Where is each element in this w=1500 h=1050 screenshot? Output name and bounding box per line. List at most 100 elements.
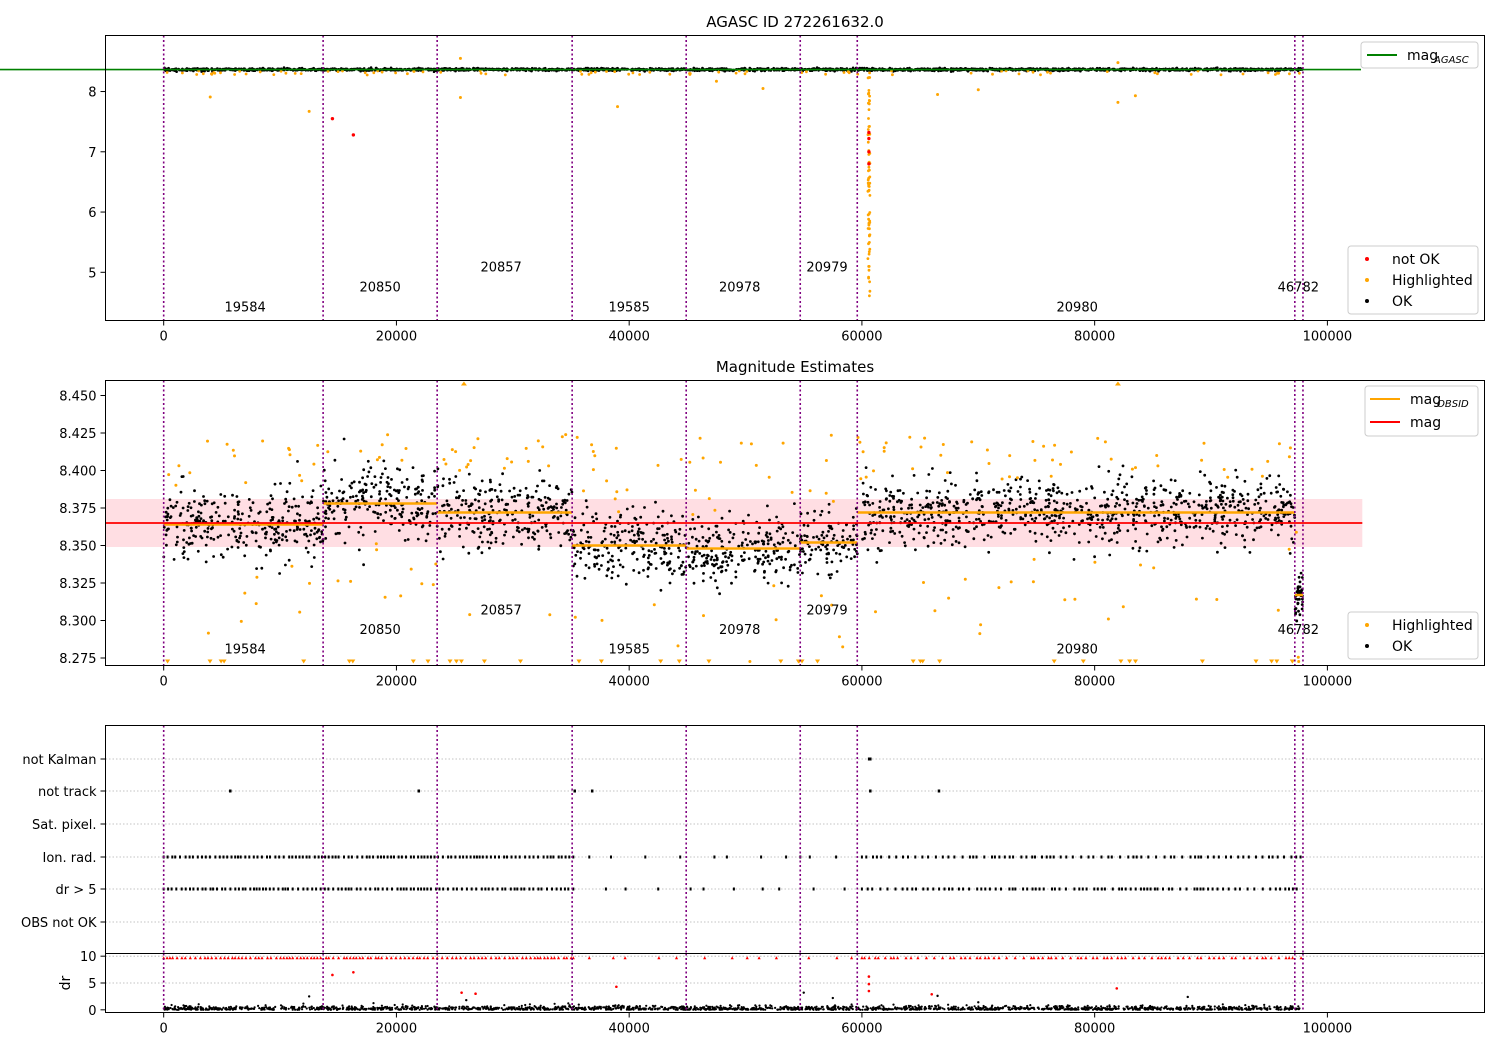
ok-point [203, 529, 207, 533]
ok-point [663, 538, 666, 542]
ok-point [1216, 550, 1219, 554]
highlighted-point [316, 443, 320, 447]
ok-point [1231, 496, 1235, 500]
ok-point [544, 524, 548, 528]
ok-point [912, 537, 916, 541]
ok-point [616, 519, 619, 523]
ok-point [396, 467, 399, 471]
ok-point [254, 531, 258, 535]
highlighted-point [774, 618, 778, 622]
ok-point [700, 564, 704, 568]
ok-point [1004, 494, 1007, 498]
ok-point [952, 535, 955, 538]
ok-point [332, 517, 336, 521]
ok-point [296, 460, 299, 463]
ok-point [489, 541, 493, 545]
ok-point [539, 498, 543, 502]
ok-point [790, 563, 793, 567]
ok-point [340, 478, 343, 481]
ok-point [433, 486, 436, 490]
ok-point [464, 499, 468, 502]
ok-point [433, 488, 437, 492]
ok-point [1028, 530, 1032, 533]
highlighted-point [656, 463, 660, 467]
ok-point [1188, 525, 1192, 529]
highlighted-point [748, 660, 752, 663]
ok-point [1053, 530, 1057, 534]
ok-point [702, 572, 705, 575]
ok-point [956, 527, 960, 530]
highlighted-point [336, 70, 340, 73]
ok-point [688, 565, 692, 569]
ok-point [469, 504, 473, 507]
ok-point [1173, 529, 1177, 533]
ok-point [324, 525, 327, 529]
ok-point [503, 533, 506, 537]
ok-point [973, 488, 977, 492]
highlighted-point [287, 448, 291, 452]
ok-point [827, 502, 831, 506]
ok-point [1006, 483, 1010, 486]
ok-point [784, 532, 787, 535]
ok-point [868, 503, 871, 507]
highlighted-point [867, 99, 871, 102]
ok-point [914, 548, 917, 552]
ok-point [980, 494, 984, 497]
ok-point [788, 541, 792, 545]
ok-point [772, 543, 776, 547]
ok-point [813, 509, 816, 513]
ok-point [937, 491, 941, 495]
highlighted-point [668, 72, 672, 76]
ok-point [772, 550, 776, 553]
highlighted-point [846, 70, 850, 73]
ok-point [373, 475, 377, 478]
ok-point [277, 531, 280, 535]
ok-point [284, 563, 287, 567]
ok-point [536, 529, 540, 533]
highlighted-point [734, 71, 738, 75]
ok-point [1204, 527, 1208, 530]
ok-point [669, 552, 673, 555]
clipped-low-marker [458, 659, 464, 664]
ok-point [1266, 518, 1270, 521]
ok-point [743, 551, 746, 554]
ok-point [245, 535, 249, 538]
ok-point [1203, 473, 1207, 477]
ok-point [164, 533, 168, 537]
highlighted-point [479, 71, 483, 75]
ok-point [1016, 490, 1020, 493]
ok-point [281, 516, 285, 519]
panel-1-plot-area [0, 35, 1361, 321]
ok-point [756, 557, 760, 561]
ok-point [287, 558, 291, 562]
ok-point [1235, 475, 1239, 479]
ok-point [689, 527, 692, 531]
ok-point [477, 545, 481, 549]
ok-point [613, 540, 617, 544]
ok-point [848, 534, 852, 538]
ok-point [973, 527, 976, 531]
not-ok-point [867, 162, 871, 166]
ok-point [1116, 483, 1120, 486]
ok-point [610, 554, 614, 558]
ok-point [1008, 489, 1012, 493]
ok-point [787, 549, 791, 553]
highlighted-point [767, 475, 771, 479]
highlighted-point [201, 72, 205, 76]
highlighted-point [614, 446, 618, 450]
ok-point [226, 515, 230, 519]
clipped-low-marker [410, 659, 416, 664]
ok-point [396, 489, 399, 492]
ok-point [166, 506, 170, 510]
highlighted-point [719, 460, 722, 464]
ok-point [723, 551, 727, 555]
highlighted-point [867, 250, 871, 254]
ok-point [878, 500, 882, 503]
ok-point [312, 543, 316, 547]
ok-point [294, 504, 298, 508]
ok-point [716, 536, 719, 539]
ok-point [661, 533, 665, 537]
ok-point [1233, 490, 1236, 493]
ok-point [927, 517, 930, 521]
highlighted-point [575, 435, 579, 439]
